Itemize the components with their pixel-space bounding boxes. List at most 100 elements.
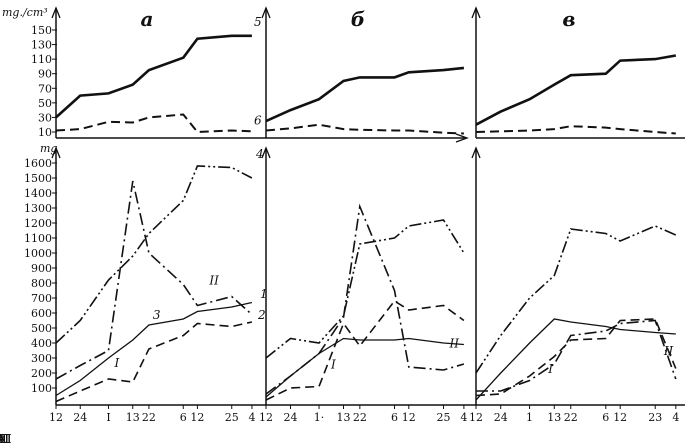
x-tick-label: 24 (494, 411, 508, 424)
curve-label: II (448, 337, 459, 351)
top-y-tick-label: 30 (38, 111, 52, 124)
curve-label: I (330, 358, 336, 372)
top-series-line-5 (55, 34, 252, 119)
x-tick-label: 4 (460, 411, 467, 424)
top-unit-label: mg./cm³ (2, 6, 48, 19)
bottom-y-tick-label: 1000 (24, 247, 52, 260)
x-tick-label: 6 (180, 411, 187, 424)
curve-label: II (208, 274, 219, 288)
bottom-y-tick-label: 1500 (24, 172, 52, 185)
top-y-tick-label: 90 (38, 68, 52, 81)
bottom-y-tick-label: 600 (31, 307, 52, 320)
x-tick-label: 12 (613, 411, 627, 424)
bottom-series-line-2 (475, 318, 677, 397)
x-tick-label: 22 (142, 411, 156, 424)
x-tick-label: 13 (337, 411, 351, 424)
x-month-label: IX (0, 432, 7, 446)
top-y-tick-label: 70 (38, 82, 52, 95)
x-tick-label: 22 (353, 411, 367, 424)
top-y-tick-label: 50 (38, 97, 52, 110)
x-tick-label: 25 (225, 411, 239, 424)
x-tick-label: 13 (126, 411, 140, 424)
top-y-tick-label: 150 (31, 24, 52, 37)
x-tick-label: 12 (190, 411, 204, 424)
bottom-y-tick-label: 400 (31, 337, 52, 350)
bottom-y-tick-label: 1600 (24, 157, 52, 170)
x-tick-label: 6 (391, 411, 398, 424)
x-tick-label: 13 (547, 411, 561, 424)
bottom-y-axis-arrow (471, 146, 481, 159)
bottom-series-line-2 (55, 321, 253, 403)
top-series-line-6 (265, 123, 464, 135)
bottom-series-line-3 (475, 318, 676, 401)
bottom-series-line-1 (55, 180, 253, 380)
x-tick-label: 12 (49, 411, 63, 424)
curve-label: I (114, 356, 120, 370)
bottom-series-line-4 (55, 165, 253, 344)
bottom-series-line-1 (476, 319, 677, 392)
x-tick-label: 1· (314, 411, 325, 424)
bottom-series-line-3 (55, 301, 253, 397)
x-tick-label: 6 (602, 411, 609, 424)
bottom-series-line-2 (265, 299, 465, 401)
panel-title: в (562, 7, 575, 31)
bottom-y-axis-arrow (261, 146, 271, 159)
curve-label: 3 (153, 308, 161, 322)
x-month-label: VII (0, 432, 9, 446)
curve-label: II (663, 344, 674, 358)
x-tick-label: 24 (283, 411, 297, 424)
bottom-y-tick-label: 900 (31, 262, 52, 275)
x-month-label: IX (0, 432, 7, 446)
x-month-label: X (0, 432, 5, 446)
x-tick-label: 12 (259, 411, 273, 424)
x-tick-label: 4 (248, 411, 255, 424)
curve-label: 2 (257, 308, 266, 322)
bottom-y-tick-label: 1300 (24, 202, 52, 215)
top-y-axis-arrow (51, 6, 61, 19)
bottom-unit-label: mg (40, 142, 57, 155)
top-series-line-6 (475, 125, 676, 135)
top-y-axis-arrow (471, 6, 481, 19)
top-series-line-5 (265, 66, 465, 123)
x-month-label: VIII (0, 432, 12, 446)
bottom-y-axis-arrow (51, 146, 61, 159)
top-x-axis-arrow (455, 133, 469, 143)
x-tick-label: 22 (564, 411, 578, 424)
x-tick-label: 4 (672, 411, 679, 424)
bottom-y-tick-label: 700 (31, 292, 52, 305)
bottom-y-tick-label: 100 (31, 382, 52, 395)
bottom-y-tick-label: 300 (31, 352, 52, 365)
x-tick-label: 12 (402, 411, 416, 424)
bottom-series-line-4 (475, 225, 677, 374)
x-month-label: VII (0, 432, 9, 446)
panel-title: б (351, 7, 365, 31)
x-tick-label: 25 (436, 411, 450, 424)
top-y-tick-label: 130 (31, 39, 52, 52)
curve-label: 1 (260, 287, 268, 301)
x-tick-label: 1 (526, 411, 533, 424)
bottom-series-line-4 (265, 219, 465, 359)
panel-title: a (141, 7, 154, 31)
bottom-series-line-1 (265, 203, 465, 395)
x-tick-label: 24 (73, 411, 87, 424)
bottom-y-tick-label: 1100 (24, 232, 52, 245)
bottom-y-tick-label: 1400 (24, 187, 52, 200)
top-series-line-5 (475, 54, 677, 126)
curve-label: I (547, 362, 553, 376)
top-y-tick-label: 110 (31, 53, 52, 66)
x-month-label: X (0, 432, 5, 446)
x-tick-label: I (106, 411, 110, 424)
curve-label: 5 (254, 15, 262, 29)
bottom-y-tick-label: 800 (31, 277, 52, 290)
bottom-y-tick-label: 500 (31, 322, 52, 335)
curve-label: 4 (255, 147, 264, 161)
x-month-label: VIII (0, 432, 12, 446)
x-tick-label: 23 (648, 411, 662, 424)
curve-label: 6 (254, 114, 262, 128)
bottom-y-tick-label: 1200 (24, 217, 52, 230)
x-month-label: VII (0, 432, 9, 446)
x-month-label: X (0, 432, 5, 446)
top-y-tick-label: 10 (38, 126, 52, 139)
top-series-line-6 (55, 113, 252, 134)
